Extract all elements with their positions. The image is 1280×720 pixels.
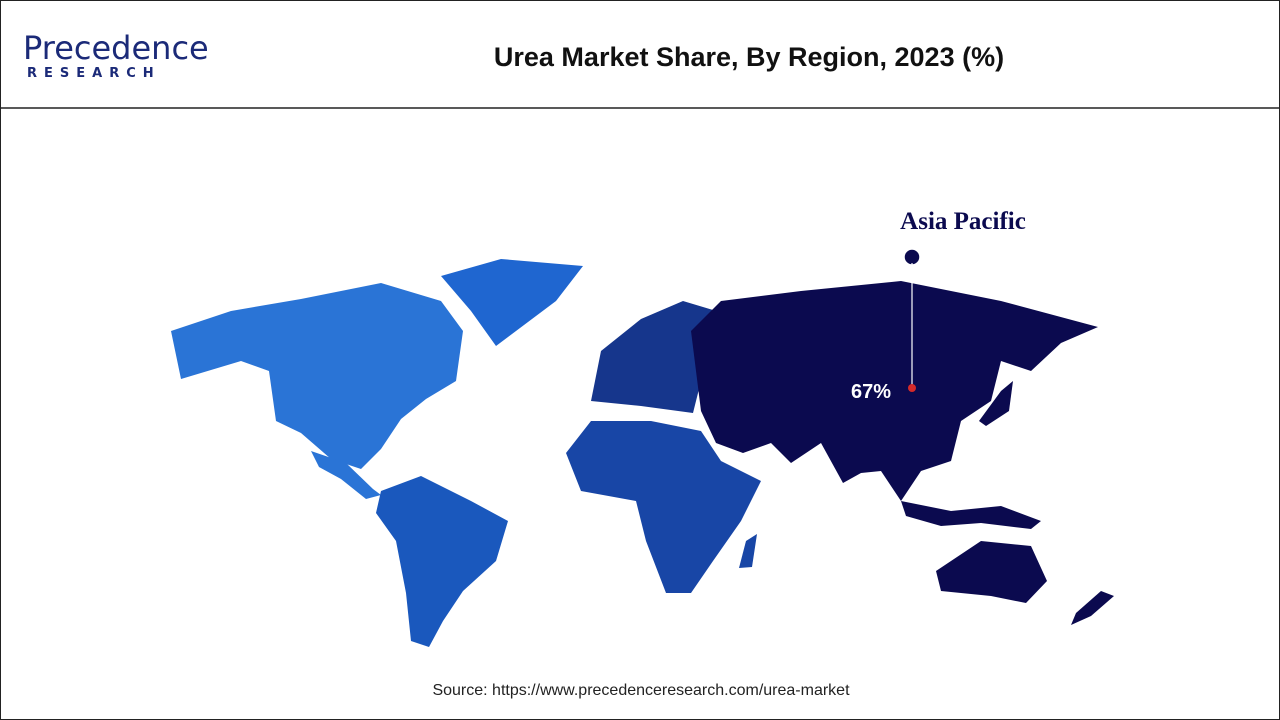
- madagascar: [739, 534, 757, 568]
- value-label: 67%: [851, 381, 891, 403]
- world-map: [171, 259, 1114, 647]
- new-zealand: [1071, 591, 1114, 625]
- africa: [566, 421, 761, 593]
- greenland: [441, 259, 583, 346]
- logo-name: Precedence: [23, 29, 209, 67]
- title: Urea Market Share, By Region, 2023 (%): [494, 42, 1004, 72]
- central-america: [311, 451, 381, 499]
- region-label: Asia Pacific: [900, 208, 1026, 235]
- callout-marker: [903, 248, 921, 266]
- south-america: [376, 476, 508, 647]
- indonesia: [901, 501, 1041, 529]
- japan: [979, 381, 1013, 426]
- logo-sub: RESEARCH: [27, 66, 161, 81]
- australia: [936, 541, 1047, 603]
- europe: [591, 301, 723, 413]
- asia-pacific: [691, 281, 1098, 501]
- source: Source: https://www.precedenceresearch.c…: [432, 682, 850, 699]
- north-america: [171, 283, 463, 469]
- callout-dot: [908, 384, 916, 392]
